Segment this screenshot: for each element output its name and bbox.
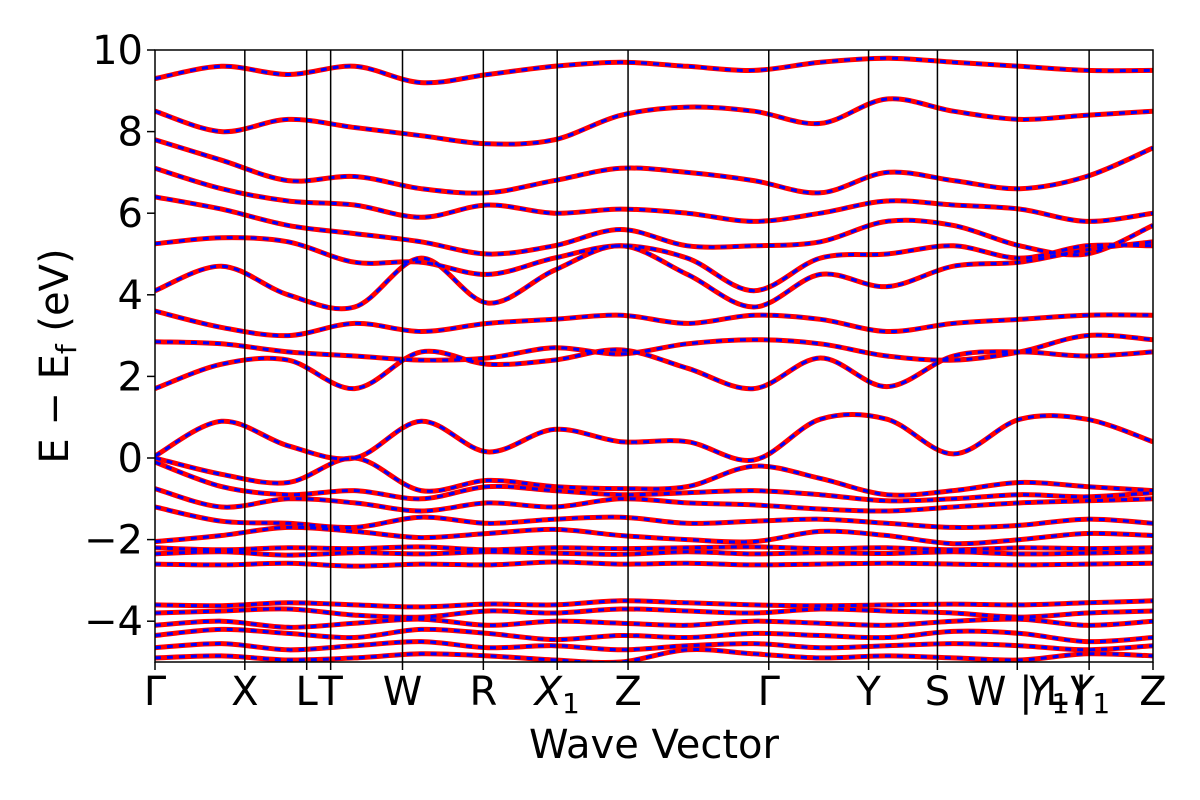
x-tick-label-6-main: X	[533, 669, 564, 715]
band-red-18	[155, 239, 1153, 312]
y-axis-title: E − Ef (eV)	[32, 248, 83, 463]
x-tick-label-3: T	[317, 669, 343, 715]
y-tick-label-7: 10	[92, 28, 143, 74]
band-blue-17	[155, 309, 1153, 338]
x-tick-label-13-main: Z	[1139, 669, 1166, 715]
band-blue-24	[155, 56, 1153, 85]
x-tick-label-9-main: Y	[855, 669, 881, 715]
band-blue-6	[155, 560, 1153, 568]
band-blue-0	[155, 648, 1153, 662]
band-red-3	[155, 616, 1153, 630]
x-tick-label-2: L	[296, 669, 319, 715]
x-tick-label-12-main: Y	[1068, 669, 1096, 715]
y-tick-label-1: −2	[84, 518, 143, 564]
plot-frame	[154, 49, 1154, 663]
x-tick-label-10: S	[925, 669, 950, 715]
y-tick-label-0: −4	[84, 599, 143, 645]
x-extra-label-1: |	[1074, 669, 1087, 715]
x-extra-label-1-main: |	[1074, 669, 1087, 715]
x-tick-label-6-sub: 1	[562, 687, 580, 720]
x-extra-label-0-main: Y	[1027, 669, 1055, 715]
band-blue-18	[155, 240, 1153, 311]
y-tick-label-4: 4	[118, 273, 143, 319]
band-blue-21	[155, 166, 1153, 223]
x-tick-label-1: X	[231, 669, 258, 715]
x-axis-title: Wave Vector	[529, 722, 780, 768]
band-blue-8	[155, 545, 1153, 552]
band-blue-22	[155, 138, 1153, 195]
band-blue-14	[155, 413, 1153, 462]
x-tick-label-3-main: T	[317, 669, 343, 715]
x-tick-label-11: W | L	[967, 669, 1068, 715]
x-extra-label-0: Y1	[1027, 669, 1069, 720]
x-tick-label-7-main: Z	[614, 669, 641, 715]
x-tick-label-11-main: W | L	[967, 669, 1068, 715]
x-tick-label-4: W	[383, 669, 423, 715]
y-axis-title-unit: (eV)	[32, 248, 78, 344]
y-tick-label-3: 2	[118, 354, 143, 400]
band-blue-3	[155, 617, 1153, 629]
y-tick-label-5: 6	[118, 191, 143, 237]
band-red-9	[155, 524, 1153, 547]
band-blue-23	[155, 97, 1153, 146]
band-blue-5	[155, 599, 1153, 609]
x-tick-label-0-main: Γ	[144, 669, 167, 715]
band-red-17	[155, 308, 1153, 339]
x-tick-label-10-main: S	[925, 669, 950, 715]
x-tick-label-5-main: R	[469, 669, 497, 715]
x-tick-label-0: Γ	[144, 669, 167, 715]
band-red-16	[155, 332, 1153, 363]
x-tick-label-12-sub: 1	[1092, 687, 1110, 720]
band-red-15	[155, 347, 1153, 392]
band-red-14	[155, 412, 1153, 463]
x-tick-label-8: Γ	[758, 669, 781, 715]
x-tick-label-1-main: X	[231, 669, 258, 715]
band-red-10	[155, 504, 1153, 531]
band-blue-1	[155, 640, 1153, 652]
x-tick-label-7: Z	[614, 669, 641, 715]
y-axis-ticks: −4 −2 0 2 4 6 8 10	[84, 28, 155, 645]
band-red-22	[155, 137, 1153, 196]
x-tick-label-5: R	[469, 669, 497, 715]
band-blue-4	[155, 607, 1153, 619]
x-extra-label-0-sub: 1	[1052, 687, 1070, 720]
band-blue-10	[155, 505, 1153, 530]
band-blue-11	[155, 487, 1153, 513]
x-tick-label-8-main: Γ	[758, 669, 781, 715]
x-tick-label-13: Z	[1139, 669, 1166, 715]
band-red-1	[155, 639, 1153, 653]
x-axis-ticks: Γ X L T W R X1 Z Γ Y S W | L Y1 ZY1 |	[144, 662, 1167, 720]
band-red-23	[155, 96, 1153, 147]
x-tick-label-9: Y	[855, 669, 881, 715]
band-blue-7	[155, 550, 1153, 557]
x-tick-label-6: X1	[533, 669, 580, 720]
band-red-24	[155, 55, 1153, 86]
y-axis-title-main: E − E	[32, 354, 78, 464]
bands-blue-series	[155, 56, 1153, 662]
x-tick-label-12: Y1	[1068, 669, 1110, 720]
band-blue-20	[155, 195, 1153, 257]
band-blue-19	[155, 236, 1153, 293]
band-red-2	[155, 626, 1153, 645]
x-tick-label-2-main: L	[296, 669, 319, 715]
y-axis-title-sub: f	[50, 343, 83, 354]
band-blue-12	[155, 460, 1153, 503]
y-tick-label-6: 8	[118, 110, 143, 156]
x-tick-label-4-main: W	[383, 669, 423, 715]
band-red-21	[155, 165, 1153, 224]
band-blue-2	[155, 627, 1153, 644]
y-tick-label-2: 0	[118, 436, 143, 482]
high-symmetry-lines	[244, 50, 1090, 662]
band-blue-13	[155, 456, 1153, 497]
bands-red-series	[155, 55, 1153, 662]
